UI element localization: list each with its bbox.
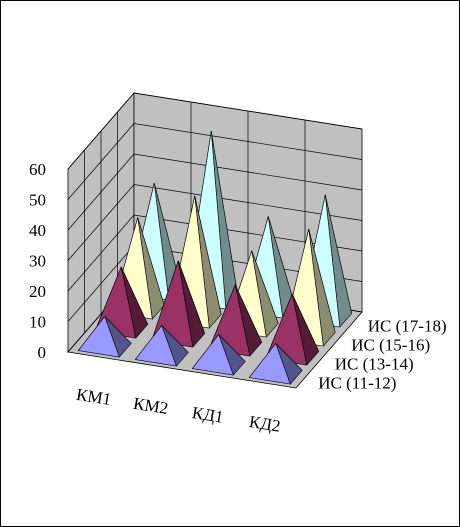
legend-label: ИС (11-12) bbox=[318, 373, 396, 392]
y-tick-label: 50 bbox=[29, 190, 46, 209]
y-tick-label: 30 bbox=[29, 251, 46, 270]
x-tick-label: КД2 bbox=[248, 412, 282, 436]
y-tick-label: 40 bbox=[29, 221, 46, 240]
y-tick-label: 60 bbox=[29, 160, 46, 179]
y-tick-label: 10 bbox=[29, 312, 46, 331]
grid-line bbox=[67, 184, 363, 261]
legend-label: ИС (17-18) bbox=[368, 316, 447, 335]
y-tick-label: 20 bbox=[29, 282, 46, 301]
x-tick-label: КД1 bbox=[191, 403, 225, 427]
pyramid-face bbox=[191, 334, 234, 376]
pyramid-face bbox=[134, 325, 177, 367]
pyramid-face bbox=[77, 316, 120, 358]
pyramid-face bbox=[248, 343, 291, 385]
grid-line bbox=[67, 92, 363, 170]
grid-line bbox=[67, 153, 363, 231]
legend-label: ИС (15-16) bbox=[351, 335, 430, 354]
legend-label: ИС (13-14) bbox=[335, 354, 414, 373]
y-tick-label: 0 bbox=[38, 343, 47, 362]
grid-line bbox=[67, 123, 363, 200]
grid-line bbox=[67, 214, 363, 292]
